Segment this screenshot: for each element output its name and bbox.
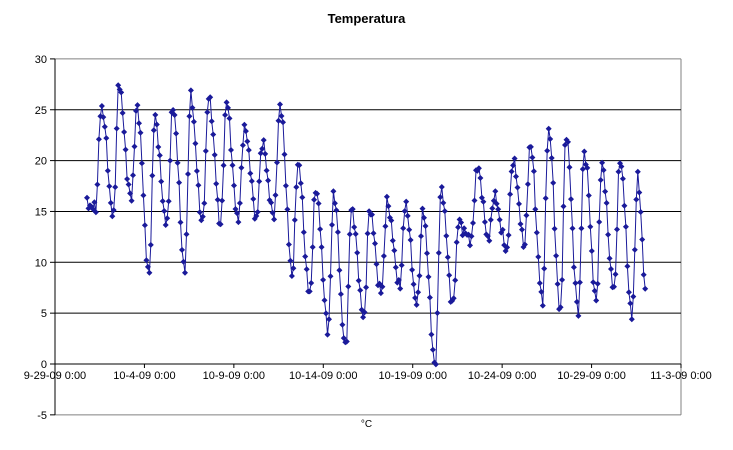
- x-axis: 9-29-09 0:00 10-4-09 0:00 10-9-09 0:00 10-1…: [24, 363, 712, 382]
- chart-title: Temperatura: [327, 11, 406, 26]
- x-tick-label: 10-29-09 0:00: [557, 370, 626, 382]
- y-tick-label: -5: [37, 410, 47, 422]
- y-tick-label: 20: [35, 156, 47, 168]
- x-tick-label: 10-24-09 0:00: [468, 370, 537, 382]
- axis-unit-label: °C: [360, 419, 373, 430]
- series-temperatura: [84, 82, 649, 368]
- x-tick-label: 10-19-09 0:00: [378, 370, 447, 382]
- y-tick-label: 5: [41, 308, 47, 320]
- y-tick-label: 15: [35, 206, 47, 218]
- x-tick-label: 10-9-09 0:00: [203, 370, 265, 382]
- series-line: [86, 85, 646, 366]
- x-tick-label: 10-14-09 0:00: [289, 370, 358, 382]
- y-tick-label: 10: [35, 257, 47, 269]
- plot-border: [55, 58, 682, 416]
- y-tick-label: 30: [35, 54, 47, 66]
- gridlines: [55, 109, 681, 314]
- x-tick-label: 9-29-09 0:00: [24, 370, 86, 382]
- x-tick-label: 11-3-09 0:00: [650, 370, 712, 382]
- x-tick-label: 10-4-09 0:00: [113, 370, 175, 382]
- y-tick-label: 25: [35, 105, 47, 117]
- y-tick-label: 0: [41, 359, 47, 371]
- y-axis: 30 25 20 15 10 5 0 -5: [35, 54, 56, 422]
